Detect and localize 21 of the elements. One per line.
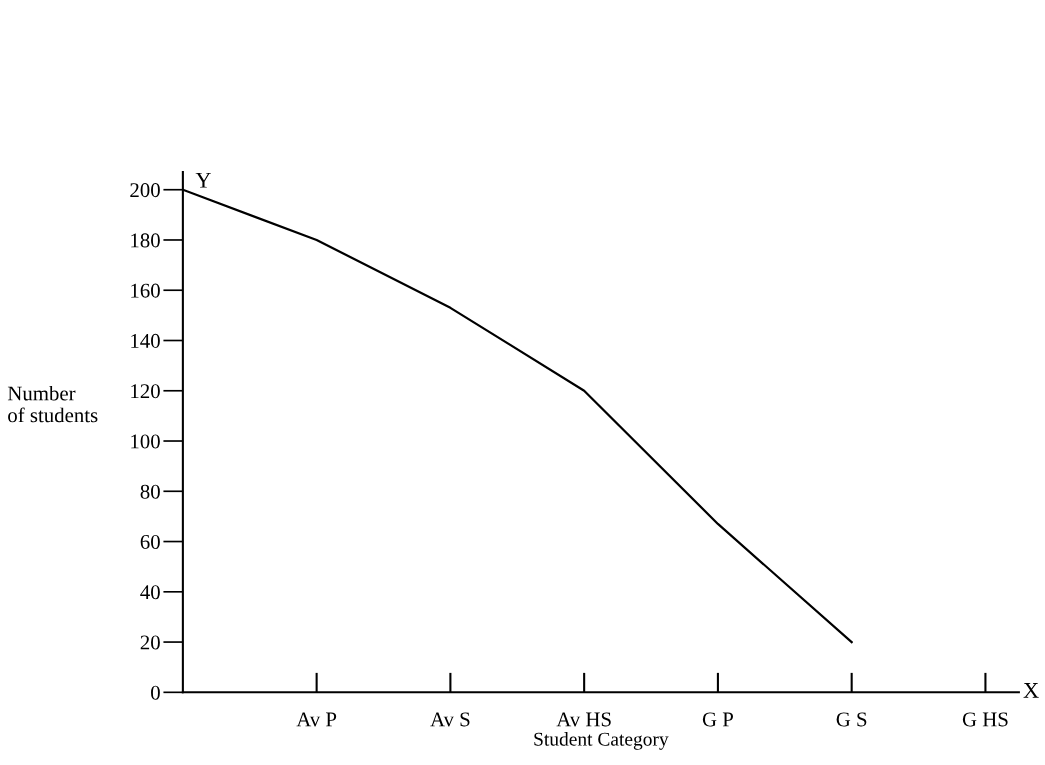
y-tick-label: 20	[140, 635, 160, 650]
x-tick-label: Av HS	[556, 712, 611, 727]
y-tick-label: 40	[140, 585, 160, 600]
x-axis-title: Student Category	[534, 732, 669, 750]
x-tick-label: G HS	[962, 712, 1008, 727]
y-tick-label: 0	[151, 685, 160, 700]
y-axis-title: Number of students	[7, 385, 98, 423]
x-tick-label: G S	[836, 712, 867, 727]
y-tick-label: 200	[130, 183, 160, 198]
y-tick-label: 100	[131, 434, 160, 449]
y-tick-label: 80	[140, 484, 160, 499]
y-tick-label: 140	[131, 333, 160, 348]
y-tick-label: 120	[131, 384, 160, 399]
y-tick-label: 60	[140, 534, 160, 549]
y-tick-label: 180	[131, 233, 160, 248]
annotation: Y	[195, 172, 211, 188]
x-tick-label: G P	[702, 712, 733, 727]
x-tick-label: Av S	[430, 712, 470, 727]
text: X	[1023, 683, 1039, 698]
x-tick-label: Av P	[296, 712, 337, 727]
y-tick-label: 160	[131, 283, 160, 298]
